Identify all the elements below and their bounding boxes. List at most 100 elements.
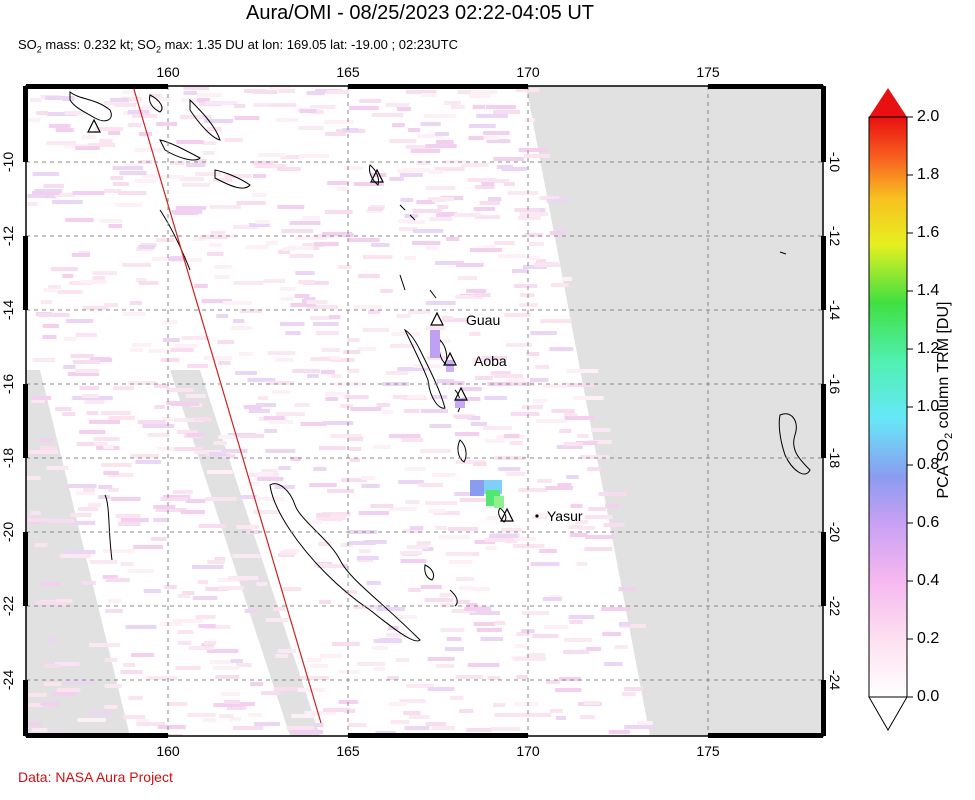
so2-pixel [528,242,544,246]
so2-pixel [52,200,83,204]
so2-pixel [47,519,74,523]
so2-pixel [70,513,92,517]
so2-pixel [507,191,538,195]
so2-pixel [153,505,176,509]
so2-pixel [27,703,44,707]
so2-pixel [434,261,464,265]
so2-pixel [396,314,411,318]
orbit-edge-line [132,86,322,724]
so2-pixel [275,654,288,658]
so2-pixel [349,106,379,110]
so2-pixel [290,457,301,461]
so2-pixel [57,290,83,294]
so2-pixel [344,590,358,594]
so2-pixel [50,267,78,271]
so2-pixel [66,319,94,323]
so2-pixel [455,263,484,267]
colorbar-tick-1-4: 1.4 [917,282,940,299]
so2-pixel [503,182,515,186]
so2-pixel [419,449,451,453]
so2-pixel [376,607,405,611]
so2-pixel [141,174,162,178]
so2-pixel [604,662,623,666]
so2-pixel [306,520,322,524]
so2-pixel [461,163,489,167]
so2-pixel [280,287,296,291]
so2-pixel [86,411,99,415]
so2-pixel [413,229,444,233]
so2-pixel [64,550,96,554]
lat-tick-right-20: -20 [827,522,843,542]
so2-pixel [86,396,113,400]
so2-pixel [618,587,636,591]
colorbar-tick-2-0: 2.0 [917,108,940,125]
lat-tick-right-12: -12 [827,226,843,246]
so2-pixel [501,528,523,532]
so2-pixel [210,231,226,235]
so2-pixel [257,396,269,400]
so2-pixel [408,715,430,719]
so2-pixel [304,711,337,715]
so2-pixel [461,387,482,391]
so2-pixel [112,166,144,170]
so2-pixel [277,205,305,209]
so2-pixel [122,312,146,316]
so2-pixel [577,434,589,438]
so2-pixel [180,115,212,119]
so2-pixel [170,348,194,352]
so2-pixel [410,149,441,153]
so2-pixel [203,718,216,722]
so2-pixel [466,728,492,732]
so2-pixel [291,714,315,718]
so2-pixel [539,196,560,200]
so2-pixel [371,243,390,247]
so2-pixel [265,618,289,622]
lat-tick-right-16: -16 [827,374,843,394]
so2-pixel [315,331,340,335]
so2-pixel [192,237,206,241]
so2-pixel [132,114,157,118]
so2-pixel [437,339,451,343]
so2-pixel [120,562,134,566]
so2-pixel [207,470,233,474]
so2-pixel [63,365,76,369]
so2-pixel [79,430,106,434]
so2-pixel [521,611,549,615]
so2-pixel [445,237,460,241]
so2-pixel [431,198,446,202]
so2-pixel [455,577,475,581]
so2-pixel [549,231,566,235]
so2-pixel [205,497,237,501]
so2-pixel [187,713,216,717]
so2-pixel [207,560,225,564]
so2-pixel [530,378,549,382]
so2-pixel [156,122,178,126]
so2-pixel [134,148,163,152]
so2-pixel [428,170,444,174]
so2-pixel [540,319,572,323]
no-data-swath-right [526,86,823,736]
so2-pixel [449,696,464,700]
so2-pixel [40,702,60,706]
so2-pixel [406,545,429,549]
so2-pixel [433,511,460,515]
so2-pixel [168,702,188,706]
so2-pixel [278,89,296,93]
so2-pixel [344,395,369,399]
coastlines [69,90,811,642]
so2-pixel [486,139,511,143]
so2-pixel [221,449,248,453]
colorbar-tick-0-6: 0.6 [917,514,940,531]
so2-pixel [176,140,204,144]
so2-pixel [162,320,178,324]
so2-pixel [115,514,141,518]
so2-pixel [239,352,253,356]
so2-pixel [261,691,281,695]
so2-pixel [451,105,465,109]
colorbar-top-arrow [869,88,907,117]
so2-pixel [148,349,168,353]
so2-pixel [588,507,606,511]
so2-pixel [566,369,599,373]
so2-pixel [236,525,259,529]
